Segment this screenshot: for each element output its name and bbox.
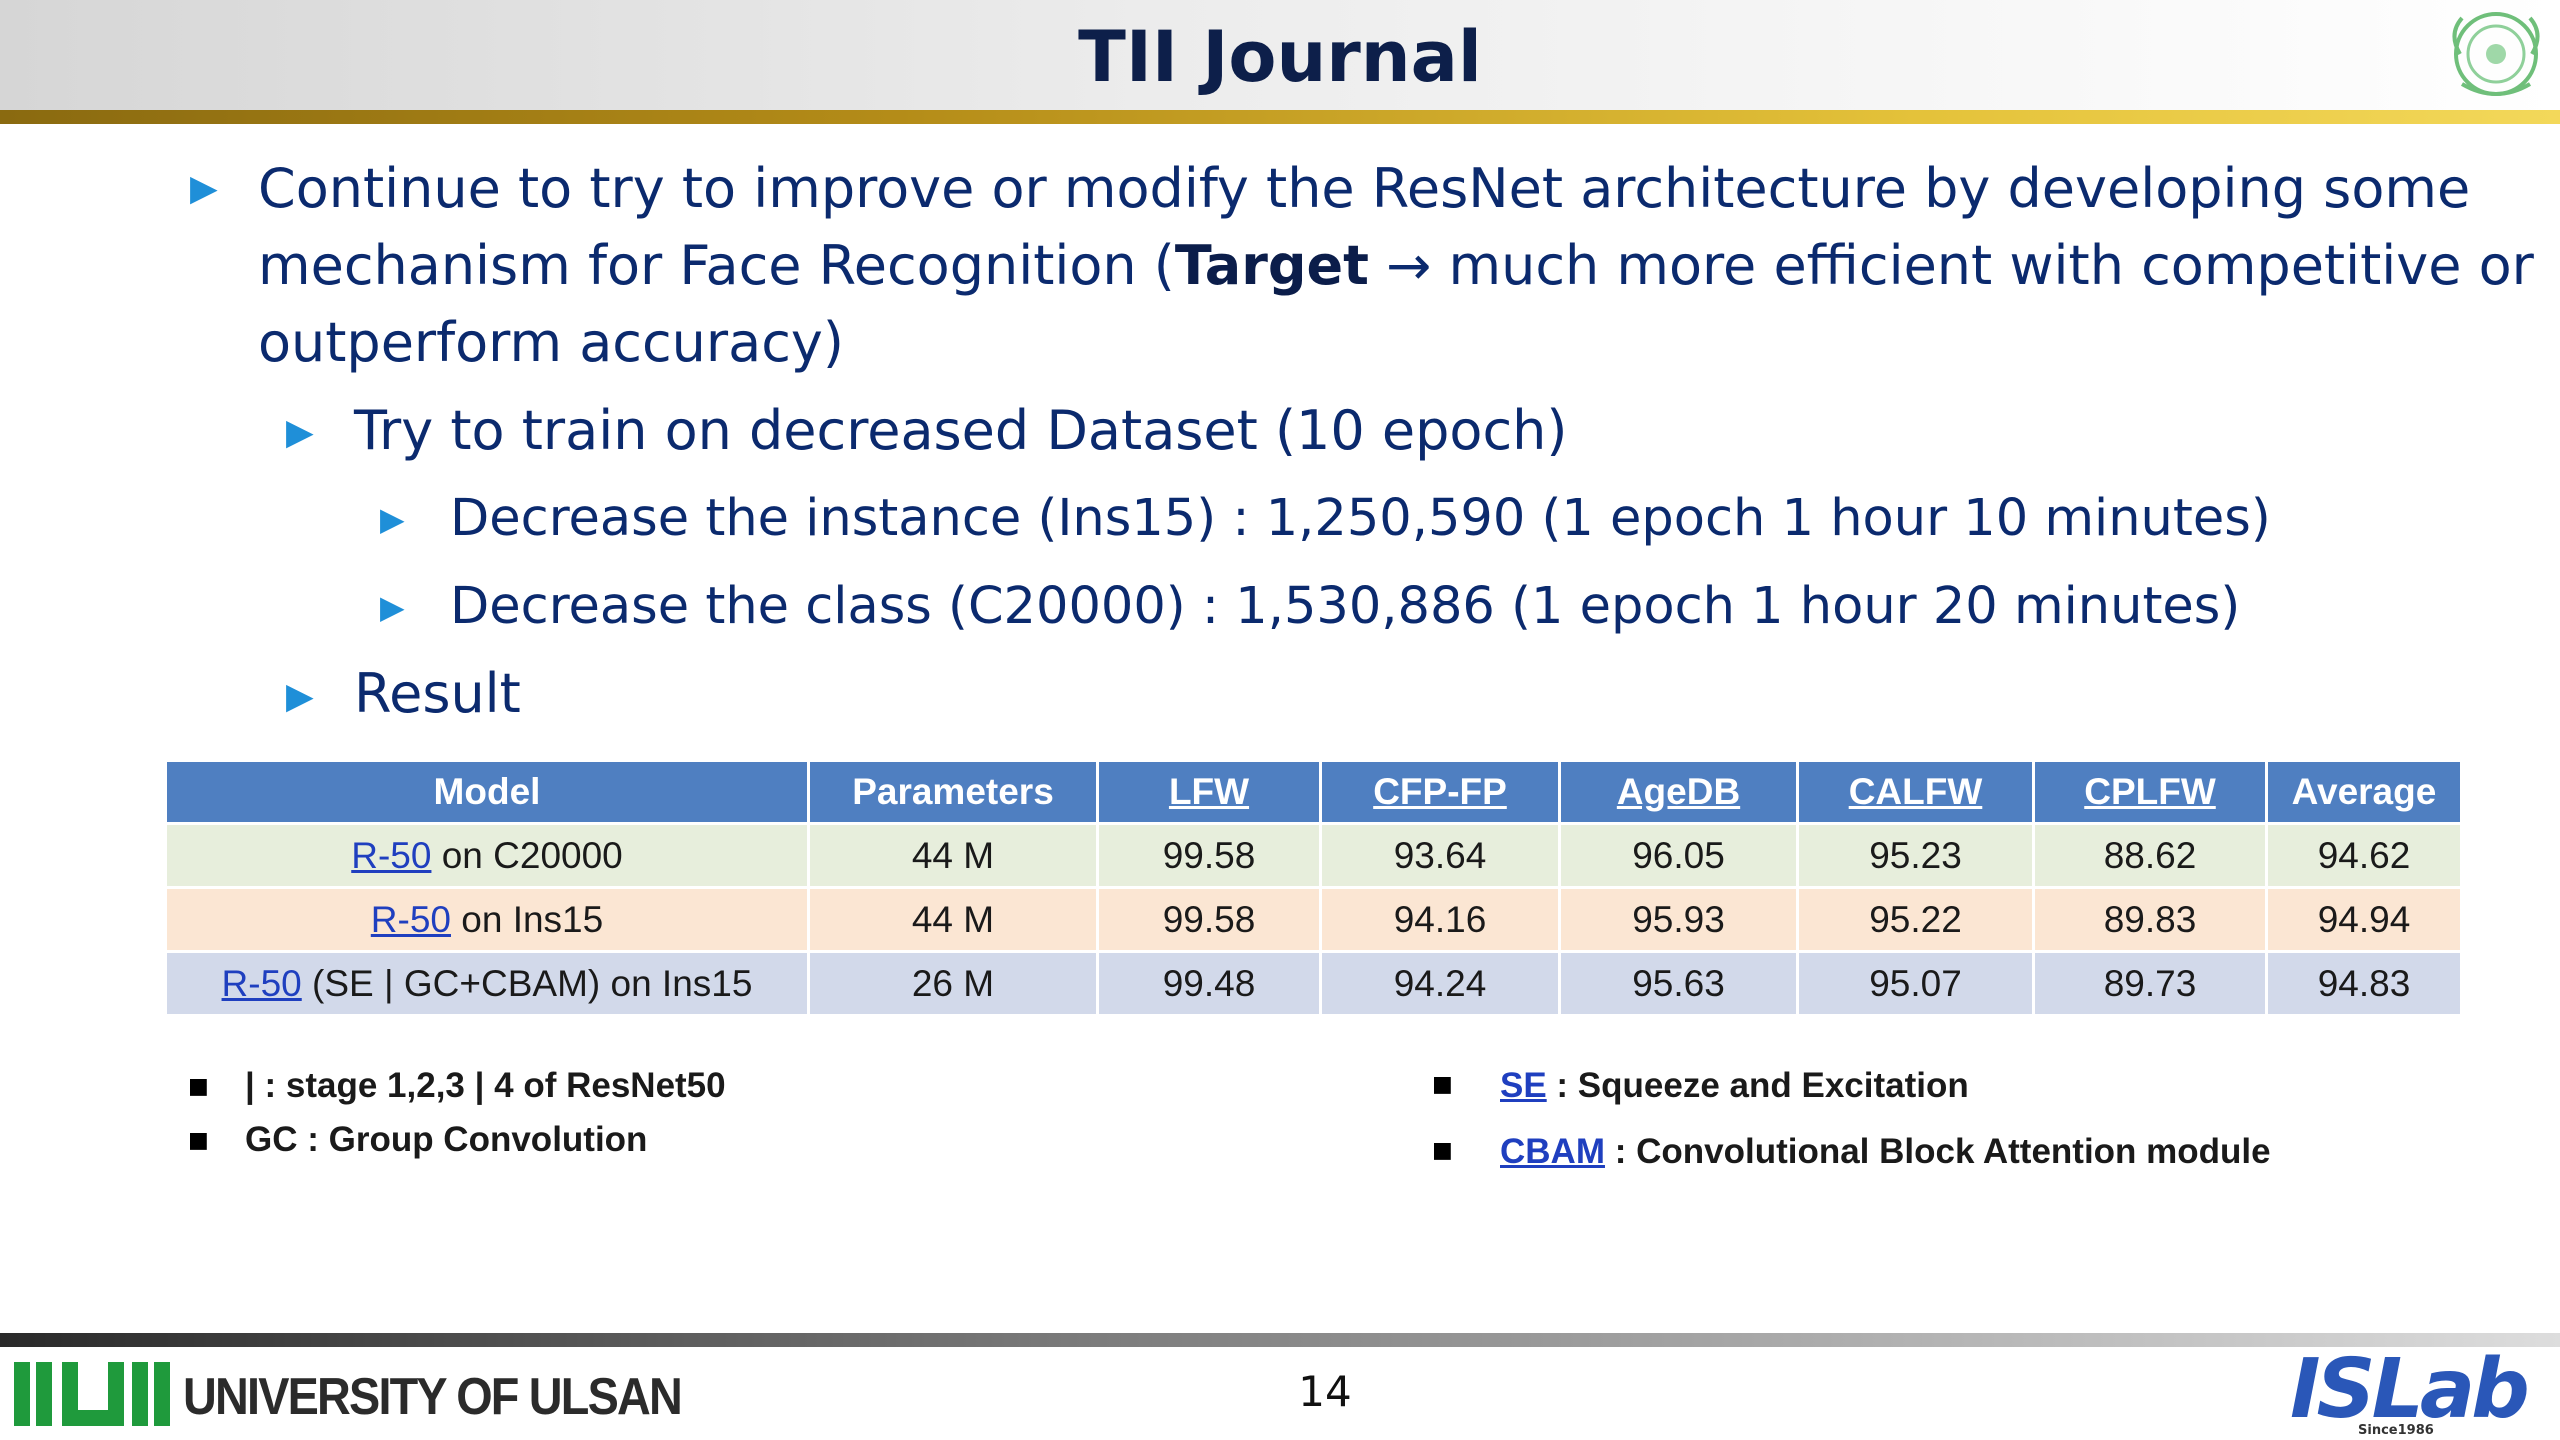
header-divider [0, 110, 2560, 124]
university-logo-icon [14, 1362, 170, 1426]
target-emphasis: Target [1174, 234, 1369, 297]
table-row: R-50 on Ins15 44 M 99.58 94.16 95.93 95.… [167, 886, 2460, 950]
note-gc: GC : Group Convolution [245, 1120, 648, 1159]
note-se: SE : Squeeze and Excitation [1500, 1066, 1969, 1106]
bullet-level2-result: Result [354, 662, 521, 725]
header-cplfw-link[interactable]: CPLFW [2035, 762, 2268, 822]
calfw-cell: 95.22 [1799, 886, 2035, 950]
bullet-level2-train: Try to train on decreased Dataset (10 ep… [354, 399, 1568, 462]
model-link[interactable]: R-50 [351, 834, 432, 876]
islab-logo: ISLab [2290, 1342, 2530, 1437]
bullet-level1-line2: mechanism for Face Recognition (Target →… [258, 227, 2534, 304]
agedb-cell: 95.63 [1561, 950, 1799, 1014]
bullet-arrow-icon: ▶ [380, 500, 405, 538]
parameters-cell: 44 M [810, 822, 1099, 886]
model-cell: R-50 on Ins15 [167, 886, 810, 950]
header-average: Average [2268, 762, 2460, 822]
bullet-level1-text-cont: → much more efficient with competitive o… [1368, 234, 2534, 297]
cbam-link[interactable]: CBAM [1500, 1132, 1605, 1171]
average-cell: 94.94 [2268, 886, 2460, 950]
note-square-icon: ■ [188, 1128, 209, 1153]
model-desc: on C20000 [431, 834, 623, 876]
header-cfp-fp-link[interactable]: CFP-FP [1322, 762, 1561, 822]
lfw-cell: 99.58 [1099, 886, 1322, 950]
table-row: R-50 (SE | GC+CBAM) on Ins15 26 M 99.48 … [167, 950, 2460, 1014]
university-name: UNIVERSITY OF ULSAN [183, 1368, 683, 1426]
slide-title: TII Journal [1078, 16, 1482, 98]
bullet-level1-line3: outperform accuracy) [258, 311, 844, 374]
lfw-cell: 99.48 [1099, 950, 1322, 1014]
cfp-fp-cell: 94.24 [1322, 950, 1561, 1014]
average-cell: 94.62 [2268, 822, 2460, 886]
cfp-fp-cell: 94.16 [1322, 886, 1561, 950]
model-link[interactable]: R-50 [370, 898, 451, 940]
agedb-cell: 96.05 [1561, 822, 1799, 886]
bullet-arrow-icon: ▶ [286, 676, 314, 717]
bullet-level3-instance: Decrease the instance (Ins15) : 1,250,59… [450, 489, 2271, 548]
cplfw-cell: 89.83 [2035, 886, 2268, 950]
header-parameters: Parameters [810, 762, 1099, 822]
model-cell: R-50 on C20000 [167, 822, 810, 886]
university-seal-icon [2452, 12, 2540, 96]
note-square-icon: ■ [1432, 1138, 1453, 1163]
model-desc: (SE | GC+CBAM) on Ins15 [301, 962, 753, 1004]
table-row: R-50 on C20000 44 M 99.58 93.64 96.05 95… [167, 822, 2460, 886]
note-stage: | : stage 1,2,3 | 4 of ResNet50 [245, 1066, 726, 1105]
calfw-cell: 95.07 [1799, 950, 2035, 1014]
parameters-cell: 44 M [810, 886, 1099, 950]
table-header-row: Model Parameters LFW CFP-FP AgeDB CALFW … [167, 762, 2460, 822]
lfw-cell: 99.58 [1099, 822, 1322, 886]
bullet-level1-line1: Continue to try to improve or modify the… [258, 157, 2471, 220]
cplfw-cell: 88.62 [2035, 822, 2268, 886]
header-model: Model [167, 762, 810, 822]
model-cell: R-50 (SE | GC+CBAM) on Ins15 [167, 950, 810, 1014]
bullet-arrow-icon: ▶ [286, 412, 314, 453]
model-link[interactable]: R-50 [221, 962, 302, 1004]
average-cell: 94.83 [2268, 950, 2460, 1014]
bullet-arrow-icon: ▶ [190, 168, 218, 209]
se-link[interactable]: SE [1500, 1066, 1547, 1105]
footer-divider [0, 1333, 2560, 1347]
results-table: Model Parameters LFW CFP-FP AgeDB CALFW … [167, 762, 2460, 1014]
se-desc: : Squeeze and Excitation [1546, 1066, 1969, 1105]
cbam-desc: : Convolutional Block Attention module [1604, 1132, 2271, 1171]
parameters-cell: 26 M [810, 950, 1099, 1014]
islab-since: Since1986 [2358, 1423, 2434, 1438]
cplfw-cell: 89.73 [2035, 950, 2268, 1014]
cfp-fp-cell: 93.64 [1322, 822, 1561, 886]
header-agedb-link[interactable]: AgeDB [1561, 762, 1799, 822]
page-number: 14 [1298, 1367, 1352, 1416]
agedb-cell: 95.93 [1561, 886, 1799, 950]
bullet-level1-text: mechanism for Face Recognition ( [258, 234, 1175, 297]
note-square-icon: ■ [1432, 1072, 1453, 1097]
header-calfw-link[interactable]: CALFW [1799, 762, 2035, 822]
note-cbam: CBAM : Convolutional Block Attention mod… [1500, 1132, 2271, 1172]
note-square-icon: ■ [188, 1074, 209, 1099]
bullet-level3-class: Decrease the class (C20000) : 1,530,886 … [450, 577, 2241, 636]
header-lfw-link[interactable]: LFW [1099, 762, 1322, 822]
slide-header [0, 0, 2560, 110]
calfw-cell: 95.23 [1799, 822, 2035, 886]
bullet-arrow-icon: ▶ [380, 588, 405, 626]
model-desc: on Ins15 [450, 898, 604, 940]
